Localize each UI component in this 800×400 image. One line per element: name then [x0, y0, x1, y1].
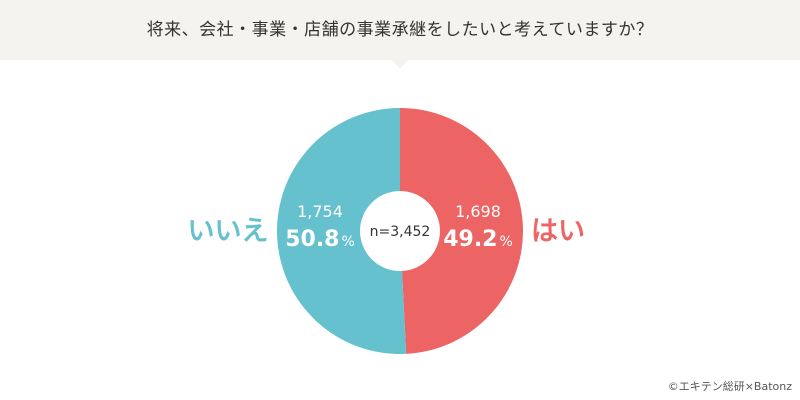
header-pointer	[392, 60, 408, 69]
count-label-yes: 1,698	[455, 202, 501, 221]
pie-slice-yes	[400, 108, 523, 354]
percent-label-yes: 49.2%	[443, 227, 513, 252]
category-label-no: いいえ	[188, 216, 269, 247]
donut-hole	[360, 191, 440, 271]
count-label-no: 1,754	[297, 202, 343, 221]
question-header	[0, 0, 800, 60]
chart-title: 将来、会社・事業・店舗の事業承継をしたいと考えていますか？	[146, 20, 654, 40]
sample-size-label: n=3,452	[370, 224, 431, 240]
copyright-text: ©エキテン総研×Batonz	[667, 380, 792, 393]
pie-slice-no	[276, 108, 407, 354]
category-label-yes: はい	[531, 216, 585, 247]
percent-label-no: 50.8%	[285, 227, 355, 252]
